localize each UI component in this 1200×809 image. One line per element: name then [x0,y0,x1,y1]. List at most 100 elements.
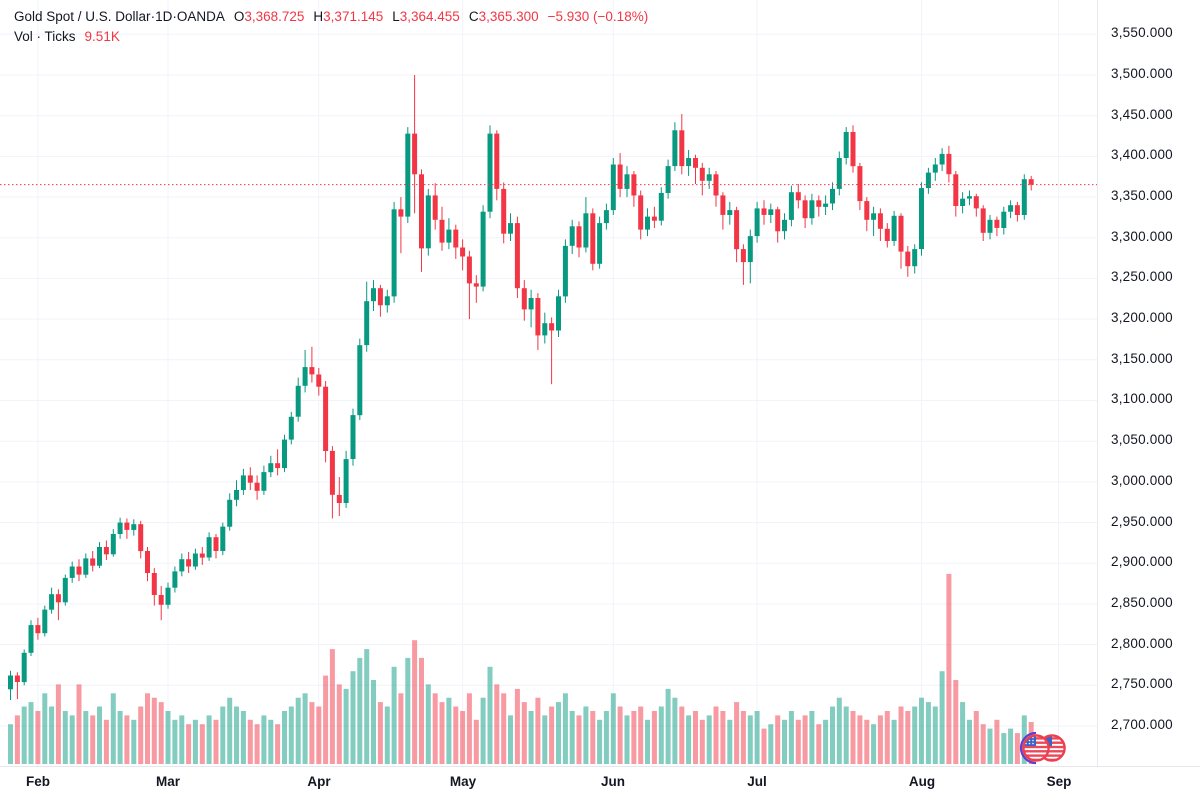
volume-bar [679,706,685,764]
volume-bar [576,715,582,764]
candle-body [398,209,404,217]
candle-body [1014,205,1020,215]
candle-body [131,524,137,530]
candle-body [288,416,294,440]
volume-bar [699,719,705,764]
price-axis-label: 3,500.000 [1111,66,1173,81]
candle-body [583,213,589,248]
low-value: L3,364.455 [392,9,460,24]
candle-body [782,219,787,232]
candle-body [672,130,678,167]
candle-body [562,245,568,297]
candle-body [987,219,993,233]
month-label-may: May [449,774,477,789]
legend: Gold Spot / U.S. Dollar · 1D · OANDA O3,… [14,7,648,47]
volume-bar [549,706,555,764]
volume-bar [69,715,75,764]
candle-body [603,210,609,224]
candle-body [316,374,322,387]
candle-body [501,188,507,234]
symbol-title[interactable]: Gold Spot / U.S. Dollar [14,9,151,24]
volume-bar [336,684,342,764]
volume-bar [145,693,150,764]
volume-bar [453,706,459,764]
candle-body [816,200,822,207]
volume-bar [227,697,233,764]
chart-pane[interactable] [0,0,1097,766]
candle-body [556,296,561,331]
candle-body [569,226,575,246]
volume-bar [460,711,466,764]
volume-bar [857,715,863,764]
candle-body [227,499,233,527]
volume-bar [884,711,890,764]
candle-body [261,472,267,491]
candle-body [617,164,623,189]
volume-bar [28,702,34,764]
candle-body [254,482,260,491]
candle-body [686,158,692,167]
candle-body [295,385,301,417]
candle-body [145,551,150,573]
volume-bar [110,693,116,764]
volume-bar [425,684,431,764]
candle-body [727,210,733,215]
volume-bar [754,711,760,764]
candle-body [850,132,856,167]
volume-bar [220,706,226,764]
candle-body [432,195,438,220]
volume-bar [713,706,719,764]
volume-bar [672,697,678,764]
candle-body [830,188,835,204]
candle-body [323,386,329,451]
volume-bar [994,719,1000,764]
candle-body [761,208,767,215]
candle-body [35,625,41,634]
symbol-row[interactable]: Gold Spot / U.S. Dollar · 1D · OANDA O3,… [14,7,648,27]
candle-body [309,367,315,375]
candle-body [357,345,363,416]
volume-bar [275,724,281,764]
volume-bar [624,715,630,764]
volume-bar [925,702,931,764]
candle-body [220,526,226,551]
candle-body [42,609,48,634]
interval-label[interactable]: 1D [155,9,173,24]
time-scale[interactable]: Feb Mar Apr May Jun Jul Aug Sep [0,766,1200,809]
volume-bar [254,724,260,764]
price-axis-label: 2,900.000 [1111,554,1173,569]
volume-bar [788,711,794,764]
volume-bar [597,719,603,764]
candle-body [439,219,445,243]
us-flag-icon [1019,731,1050,765]
candlestick-canvas[interactable] [0,0,1097,766]
candle-body [535,298,541,336]
candle-body [90,558,96,566]
candle-body [172,571,178,588]
candle-body [206,537,212,558]
price-scale[interactable]: 3,365.300 20:29:05 9.51K 3,550.0003,500.… [1097,0,1200,766]
volume-row[interactable]: Vol · Ticks 9.51K [14,27,648,47]
volume-bar [323,675,329,764]
volume-bar [521,702,527,764]
candle-body [631,174,637,196]
candle-body [14,675,20,682]
volume-bar [377,702,383,764]
volume-bar [439,702,445,764]
volume-bar [912,706,918,764]
volume-bar [850,711,856,764]
candle-body [21,652,27,683]
volume-bar [987,728,993,764]
candle-body [665,166,671,193]
volume-bar [213,719,219,764]
volume-bar [103,719,109,764]
volume-bar [617,706,623,764]
instrument-pair-logo [1019,731,1066,765]
volume-bar [583,706,589,764]
candle-body [932,164,938,173]
volume-bar [199,724,205,764]
price-axis-label: 3,400.000 [1111,147,1173,162]
candle-body [83,558,89,575]
candle-body [651,216,657,221]
candle-body [466,256,472,284]
